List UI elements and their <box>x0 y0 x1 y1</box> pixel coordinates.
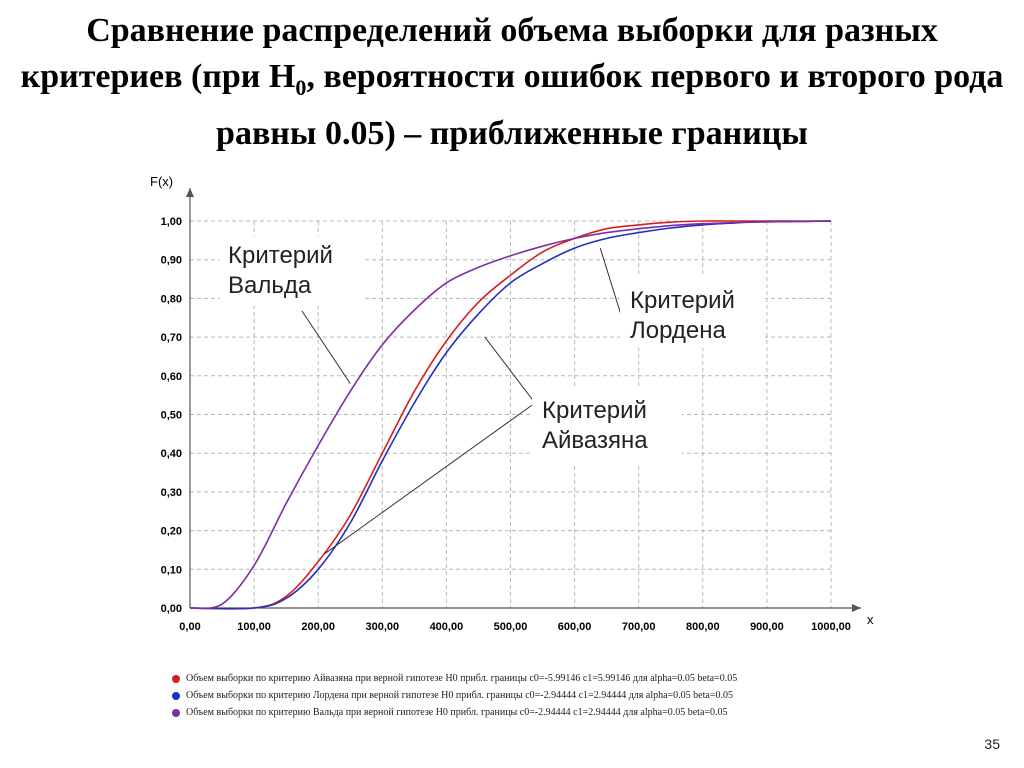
annotation-lorden-line1: Критерий <box>630 287 735 314</box>
legend-item-wald: Объем выборки по критерию Вальда при вер… <box>172 704 737 721</box>
x-tick-label: 900,00 <box>750 621 784 633</box>
pointer-line-ayvazyan-upper <box>484 336 536 404</box>
distribution-chart: F(x) x 0,00 100,00 200,00 300,00 400,00 500,00… <box>150 174 874 633</box>
annotation-lorden-line2: Лордена <box>630 317 727 344</box>
legend-dot-ayvazyan <box>172 674 180 683</box>
y-tick-label: 0,80 <box>161 293 182 305</box>
x-tick-label: 200,00 <box>301 621 335 633</box>
annotation-bg-lorden <box>620 276 765 348</box>
chart-legend: Объем выборки по критерию Айвазяна при в… <box>172 670 737 721</box>
chart-annotations: Критерий Вальда Критерий Лордена Критерий Айв… <box>220 236 765 555</box>
legend-label-ayvazyan: Объем выборки по критерию Айвазяна при в… <box>186 673 738 684</box>
x-axis-label: x <box>867 612 874 627</box>
y-tick-label: 0,60 <box>161 371 182 383</box>
x-tick-label: 300,00 <box>365 621 399 633</box>
y-tick-label: 0,00 <box>161 603 182 615</box>
x-tick-label: 1000,00 <box>811 621 851 633</box>
title-part2: , вероятности ошибок первого и второго р… <box>216 58 1004 152</box>
pointer-line-wald <box>301 310 351 384</box>
legend-label-wald: Объем выборки по критерию Вальда при вер… <box>186 707 728 718</box>
annotation-bg-ayvazyan <box>532 386 682 466</box>
y-tick-label: 0,50 <box>161 410 182 422</box>
curve-ayvazyan <box>189 220 831 610</box>
chart-curves <box>189 220 832 610</box>
y-tick-label: 0,10 <box>161 564 182 576</box>
title-subscript: 0 <box>295 74 307 100</box>
x-tick-label: 0,00 <box>179 621 200 633</box>
x-axis-arrow <box>852 604 861 612</box>
y-tick-label: 0,40 <box>161 448 182 460</box>
annotation-wald-line2: Вальда <box>228 272 312 299</box>
annotation-bg-wald <box>220 236 365 306</box>
annotation-ayvazyan-line2: Айвазяна <box>542 427 648 454</box>
y-axis-label: F(x) <box>150 174 173 189</box>
y-tick-label: 1,00 <box>161 216 182 228</box>
pointer-line-ayvazyan-lower <box>324 402 536 555</box>
page-number: 35 <box>984 736 1000 752</box>
x-tick-label: 700,00 <box>622 621 656 633</box>
y-axis-arrow <box>186 188 194 197</box>
y-tick-label: 0,90 <box>161 255 182 267</box>
chart-axes: F(x) x <box>150 174 874 627</box>
y-tick-label: 0,70 <box>161 332 182 344</box>
title-part1: Сравнение распределений объема выборки д… <box>20 12 938 95</box>
legend-item-ayvazyan: Объем выборки по критерию Айвазяна при в… <box>172 670 737 687</box>
x-tick-label: 400,00 <box>430 621 464 633</box>
x-tick-label: 100,00 <box>237 621 271 633</box>
x-tick-label: 800,00 <box>686 621 720 633</box>
chart-ticks: 0,00 100,00 200,00 300,00 400,00 500,00 600,00… <box>161 216 851 633</box>
legend-dot-wald <box>172 708 180 717</box>
annotation-ayvazyan-line1: Критерий <box>542 397 647 424</box>
legend-label-lorden: Объем выборки по критерию Лордена при ве… <box>186 690 733 701</box>
pointer-line-lorden <box>599 247 623 319</box>
legend-item-lorden: Объем выборки по критерию Лордена при ве… <box>172 687 737 704</box>
y-tick-label: 0,20 <box>161 526 182 538</box>
slide-title: Сравнение распределений объема выборки д… <box>10 8 1014 157</box>
annotation-wald-line1: Критерий <box>228 242 333 269</box>
legend-dot-lorden <box>172 691 180 700</box>
x-tick-label: 600,00 <box>558 621 592 633</box>
y-tick-label: 0,30 <box>161 487 182 499</box>
x-tick-label: 500,00 <box>494 621 528 633</box>
curve-wald <box>189 220 832 610</box>
